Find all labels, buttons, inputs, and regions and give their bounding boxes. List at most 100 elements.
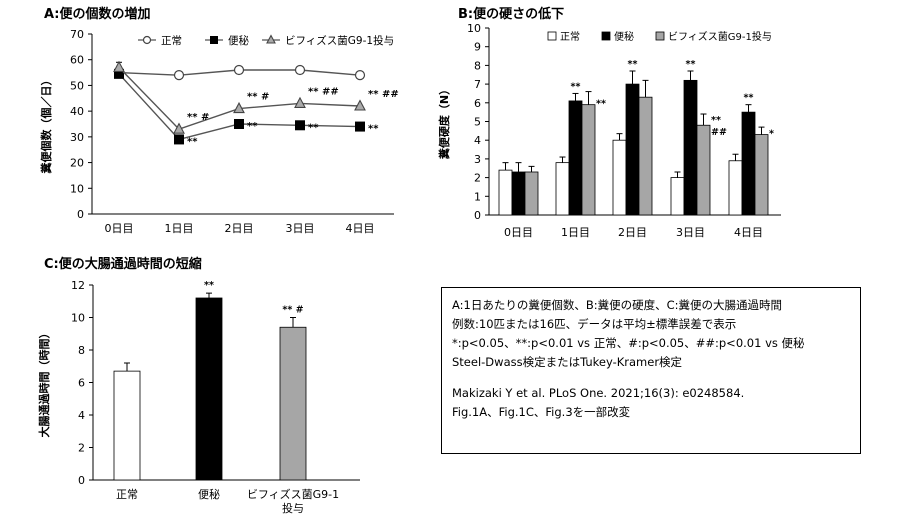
chart-b-bar — [754, 134, 769, 216]
chart-b-bar — [498, 169, 513, 216]
chart-a-data-point — [233, 101, 245, 114]
chart-a-significance-label: ** — [187, 136, 198, 147]
chart-a-legend-label: 便秘 — [228, 34, 249, 47]
note-line-1: A:1日あたりの糞便個数、B:糞便の硬度、C:糞便の大腸通過時間 — [452, 298, 783, 312]
chart-a-data-point — [233, 64, 245, 76]
chart-c-y-tick-label: 2 — [78, 442, 85, 455]
chart-a-y-tick-label: 40 — [70, 105, 84, 118]
chart-a-y-tick-label: 10 — [70, 182, 84, 195]
chart-a-data-point — [173, 122, 185, 134]
chart-a-legend-marker — [266, 34, 276, 44]
chart-c-bar — [113, 370, 141, 481]
chart-b-significance-label: ** — [744, 93, 754, 104]
chart-c-x-tick-label: ビフィズス菌G9-1 — [247, 487, 339, 501]
chart-b-significance-label: ** — [596, 99, 606, 110]
chart-b-legend-swatch — [547, 31, 557, 41]
chart-b-legend-label: ビフィズス菌G9-1投与 — [668, 30, 772, 43]
chart-c-y-tick-label: 10 — [71, 312, 85, 325]
chart-b-y-tick-label: 10 — [467, 22, 481, 35]
chart-b-x-tick-label: 3日目 — [676, 226, 705, 239]
chart-c-y-tick-label: 4 — [78, 409, 85, 422]
chart-a-x-tick-label: 0日目 — [105, 222, 134, 235]
chart-b-x-tick-label: 2日目 — [618, 226, 647, 239]
notes-box: A:1日あたりの糞便個数、B:糞便の硬度、C:糞便の大腸通過時間 例数:10匹ま… — [441, 287, 861, 454]
chart-b-bar — [568, 100, 583, 216]
chart-a-significance-label: ** ## — [368, 89, 399, 100]
chart-a-data-point — [173, 70, 185, 81]
chart-b-bar — [638, 96, 653, 216]
chart-b-y-tick-label: 1 — [474, 190, 481, 203]
chart-c-title: C:便の大腸通過時間の短縮 — [44, 257, 202, 272]
chart-a-y-tick-label: 50 — [70, 79, 84, 92]
chart-a-data-point — [355, 121, 365, 132]
chart-c-x-tick-label: 便秘 — [198, 487, 220, 501]
note-citation: Makizaki Y et al. PLoS One. 2021;16(3): … — [452, 386, 745, 400]
chart-b-significance-label: ** — [686, 59, 696, 70]
chart-c-bar — [195, 297, 223, 481]
chart-a-y-tick-label: 70 — [70, 28, 84, 41]
chart-c-y-tick-label: 12 — [71, 279, 85, 292]
chart-b-bar — [524, 171, 539, 216]
chart-b-y-tick-label: 0 — [474, 209, 481, 222]
chart-a-significance-label: ** # — [247, 92, 269, 103]
chart-b-bar — [555, 162, 570, 216]
chart-b-x-tick-label: 4日目 — [734, 226, 763, 239]
chart-a-significance-label: ** # — [187, 112, 209, 123]
chart-a-significance-label: ** — [368, 124, 379, 135]
note-figure-source: Fig.1A、Fig.1C、Fig.3を一部改変 — [452, 405, 631, 419]
chart-a-x-tick-label: 3日目 — [286, 222, 315, 235]
chart-a-significance-label: ** — [247, 121, 258, 132]
chart-b-bar — [612, 139, 627, 216]
chart-b-y-tick-label: 9 — [474, 41, 481, 54]
chart-b-title: B:便の硬さの低下 — [458, 7, 565, 22]
chart-a-y-tick-label: 60 — [70, 54, 84, 67]
chart-b-bar — [696, 124, 711, 216]
note-line-4: Steel-Dwass検定またはTukey-Kramer検定 — [452, 355, 683, 369]
chart-b-bar — [683, 79, 698, 216]
chart-a-legend-label: ビフィズス菌G9-1投与 — [285, 34, 394, 47]
chart-a-title: A:便の個数の増加 — [44, 7, 151, 22]
chart-c-bar — [279, 326, 307, 481]
chart-b-bar — [728, 160, 743, 216]
chart-a-data-point — [174, 134, 184, 145]
chart-b-y-tick-label: 3 — [474, 153, 481, 166]
chart-a-x-tick-label: 4日目 — [346, 222, 375, 235]
chart-b-legend-label: 正常 — [560, 30, 580, 43]
chart-c-y-axis-label: 大腸通過時間（時間） — [37, 328, 51, 438]
chart-b-bar — [741, 111, 756, 216]
note-line-3: *:p<0.05、**:p<0.01 vs 正常、#:p<0.05、##:p<0… — [452, 336, 805, 350]
chart-b-bar — [581, 104, 596, 216]
chart-a-significance-label: ** ## — [308, 86, 339, 97]
chart-b-y-axis-label: 糞便硬度（N） — [437, 84, 451, 160]
chart-b-y-tick-label: 6 — [474, 97, 481, 110]
chart-a-data-point — [295, 120, 305, 131]
chart-b-y-tick-label: 8 — [474, 59, 481, 72]
chart-b-significance-label: * — [769, 129, 774, 140]
chart-a-x-tick-label: 1日目 — [165, 222, 194, 235]
chart-a-data-point — [294, 96, 306, 108]
chart-a-data-point — [354, 70, 366, 81]
chart-a-y-tick-label: 30 — [70, 131, 84, 144]
chart-b-x-tick-label: 0日目 — [504, 226, 533, 239]
chart-a-y-tick-label: 0 — [77, 208, 84, 221]
chart-c-significance-label: ** # — [282, 305, 303, 316]
chart-b-significance-label: ** — [571, 81, 581, 92]
chart-b-significance-label: ** — [711, 115, 721, 126]
chart-b-significance-label: ## — [711, 127, 727, 138]
chart-c-x-tick-label: 投与 — [282, 501, 304, 515]
chart-c-y-tick-label: 6 — [78, 377, 85, 390]
chart-c-significance-label: ** — [204, 280, 214, 291]
chart-b-bar — [625, 83, 640, 216]
chart-a-legend-label: 正常 — [161, 34, 182, 47]
chart-a-data-point — [354, 99, 366, 111]
chart-b-legend-swatch — [655, 31, 665, 41]
chart-a-legend-marker — [210, 36, 218, 44]
note-line-2: 例数:10匹または16匹、データは平均±標準誤差で表示 — [452, 317, 737, 331]
chart-a-data-point — [113, 60, 125, 72]
chart-a-data-point — [234, 119, 244, 129]
chart-b-legend-label: 便秘 — [614, 30, 634, 43]
chart-a-data-point — [294, 64, 306, 76]
chart-b-x-tick-label: 1日目 — [561, 226, 590, 239]
chart-b-y-tick-label: 2 — [474, 172, 481, 185]
